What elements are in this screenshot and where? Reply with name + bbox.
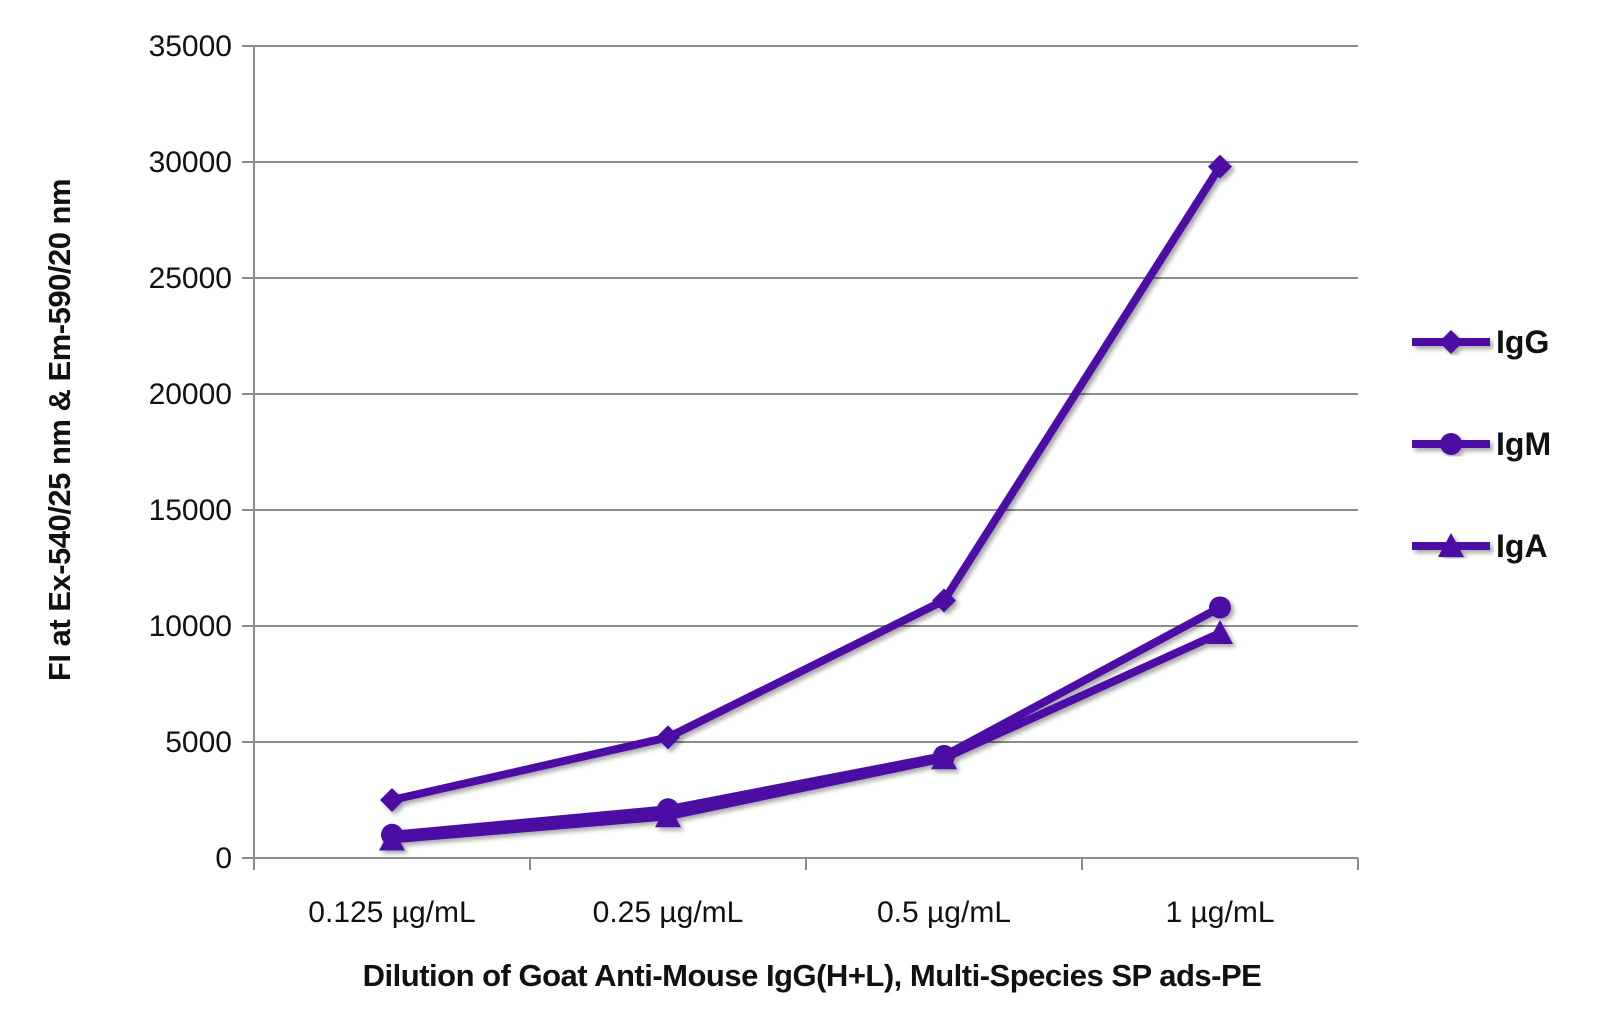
series-line [391,629,1222,844]
data-point [657,798,679,821]
legend-marker [1439,330,1463,354]
legend-item-iga [1412,533,1490,558]
y-tick-label: 0 [215,842,232,875]
series-line [391,603,1222,839]
series-line [391,164,1224,804]
x-tick-label: 1 µg/mL [1166,896,1275,929]
legend-item-igm [1412,433,1490,455]
legend-label: IgM [1496,426,1551,462]
gridlines [242,45,1358,743]
legend: IgG IgM IgA [1412,324,1551,564]
y-tick-label: 20000 [149,378,232,411]
legend-label: IgG [1496,324,1549,360]
data-point [1208,154,1232,179]
legend-marker [1440,433,1462,455]
x-axis-title: Dilution of Goat Anti-Mouse IgG(H+L), Mu… [363,958,1262,993]
series-lines [379,154,1233,851]
axes: 0 5000 10000 15000 20000 25000 30000 35000 0.125… [149,30,1359,929]
data-point [932,588,956,613]
y-tick-label: 30000 [149,146,232,179]
legend-label: IgA [1496,528,1548,564]
y-tick-label: 25000 [149,262,232,295]
data-point [1209,596,1231,619]
series-iga [379,619,1233,851]
y-tick-label: 15000 [149,494,232,527]
y-tick-label: 5000 [165,726,232,759]
y-tick-label: 10000 [149,610,232,643]
series-igm [381,596,1231,846]
data-point [381,823,403,846]
data-point [656,725,680,750]
x-tick-label: 0.5 µg/mL [877,896,1011,929]
legend-marker [1438,533,1464,558]
y-tick-label: 35000 [149,30,232,63]
y-axis-title: FI at Ex-540/25 nm & Em-590/20 nm [42,179,77,681]
data-point [1207,619,1233,645]
x-tick-label: 0.125 µg/mL [308,896,475,929]
data-point [933,744,955,767]
data-point [380,788,404,812]
legend-item-igg [1412,330,1490,354]
series-igg [380,154,1232,812]
x-tick-label: 0.25 µg/mL [593,896,744,929]
